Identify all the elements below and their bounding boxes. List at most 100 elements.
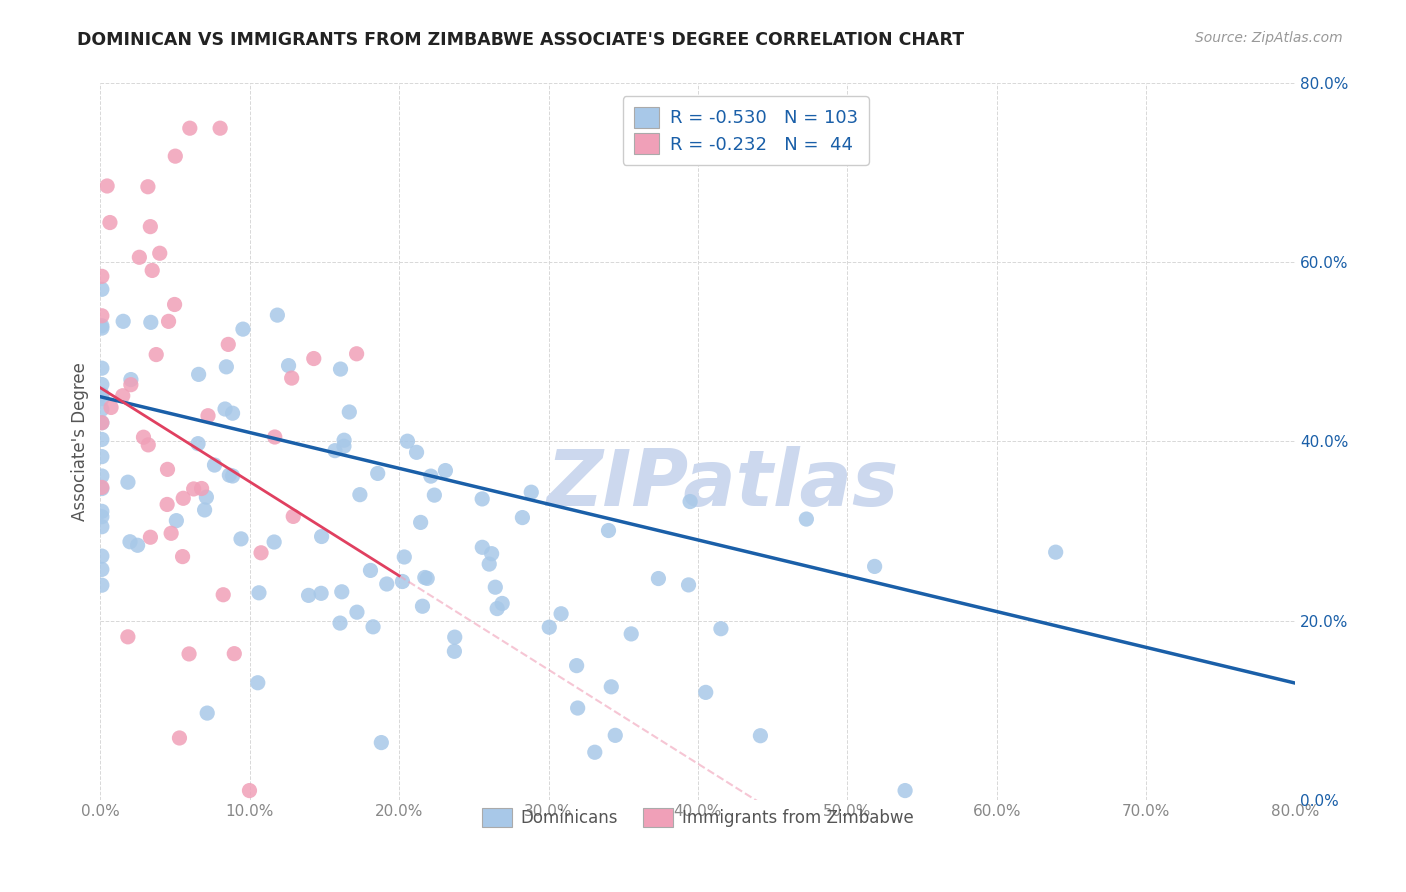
Point	[149, 246, 172, 260]
Point	[215, 359, 238, 374]
Point	[90, 578, 112, 592]
Point	[183, 482, 205, 496]
Point	[120, 373, 142, 387]
Point	[471, 541, 494, 555]
Point	[337, 405, 360, 419]
Point	[333, 439, 356, 453]
Point	[100, 401, 122, 415]
Point	[90, 469, 112, 483]
Point	[117, 475, 139, 490]
Point	[280, 371, 302, 385]
Point	[411, 599, 433, 614]
Point	[90, 504, 112, 518]
Point	[195, 706, 218, 720]
Point	[177, 647, 200, 661]
Point	[1045, 545, 1067, 559]
Point	[550, 607, 572, 621]
Point	[194, 503, 217, 517]
Point	[678, 578, 700, 592]
Point	[118, 534, 141, 549]
Point	[283, 509, 305, 524]
Point	[419, 469, 441, 483]
Point	[187, 436, 209, 450]
Point	[565, 658, 588, 673]
Point	[190, 482, 212, 496]
Point	[209, 121, 232, 136]
Point	[90, 387, 112, 401]
Text: Source: ZipAtlas.com: Source: ZipAtlas.com	[1195, 31, 1343, 45]
Point	[90, 269, 112, 284]
Point	[90, 549, 112, 563]
Point	[512, 510, 534, 524]
Point	[863, 559, 886, 574]
Point	[96, 179, 118, 194]
Point	[329, 362, 352, 376]
Point	[302, 351, 325, 366]
Point	[391, 574, 413, 589]
Point	[405, 445, 427, 459]
Point	[136, 438, 159, 452]
Point	[136, 179, 159, 194]
Point	[367, 467, 389, 481]
Point	[232, 322, 254, 336]
Point	[90, 482, 112, 496]
Point	[710, 622, 733, 636]
Point	[443, 644, 465, 658]
Text: ZIPatlas: ZIPatlas	[546, 447, 898, 523]
Point	[749, 729, 772, 743]
Point	[567, 701, 589, 715]
Point	[90, 433, 112, 447]
Text: DOMINICAN VS IMMIGRANTS FROM ZIMBABWE ASSOCIATE'S DEGREE CORRELATION CHART: DOMINICAN VS IMMIGRANTS FROM ZIMBABWE AS…	[77, 31, 965, 49]
Point	[141, 263, 163, 277]
Point	[128, 250, 150, 264]
Point	[598, 524, 620, 538]
Point	[221, 406, 243, 420]
Point	[486, 601, 509, 615]
Point	[330, 584, 353, 599]
Point	[90, 318, 112, 333]
Point	[160, 526, 183, 541]
Point	[90, 416, 112, 430]
Point	[238, 783, 260, 797]
Point	[204, 458, 226, 472]
Point	[647, 572, 669, 586]
Point	[172, 549, 194, 564]
Point	[600, 680, 623, 694]
Point	[679, 494, 702, 508]
Point	[145, 347, 167, 361]
Point	[90, 562, 112, 576]
Point	[111, 389, 134, 403]
Point	[346, 347, 368, 361]
Point	[197, 409, 219, 423]
Point	[156, 498, 179, 512]
Legend: Dominicans, Immigrants from Zimbabwe: Dominicans, Immigrants from Zimbabwe	[475, 802, 920, 834]
Point	[538, 620, 561, 634]
Point	[221, 469, 243, 483]
Point	[409, 516, 432, 530]
Point	[583, 745, 606, 759]
Point	[90, 402, 112, 417]
Point	[349, 488, 371, 502]
Point	[471, 491, 494, 506]
Point	[375, 577, 398, 591]
Point	[695, 685, 717, 699]
Point	[620, 627, 643, 641]
Point	[266, 308, 288, 322]
Point	[218, 468, 240, 483]
Point	[520, 485, 543, 500]
Point	[214, 402, 236, 417]
Point	[127, 538, 149, 552]
Point	[90, 361, 112, 376]
Point	[297, 588, 319, 602]
Point	[156, 462, 179, 476]
Point	[139, 315, 162, 329]
Point	[323, 443, 346, 458]
Point	[481, 547, 503, 561]
Point	[90, 450, 112, 464]
Point	[187, 368, 209, 382]
Point	[120, 377, 142, 392]
Point	[217, 337, 239, 351]
Point	[90, 509, 112, 524]
Point	[394, 549, 416, 564]
Point	[139, 530, 162, 544]
